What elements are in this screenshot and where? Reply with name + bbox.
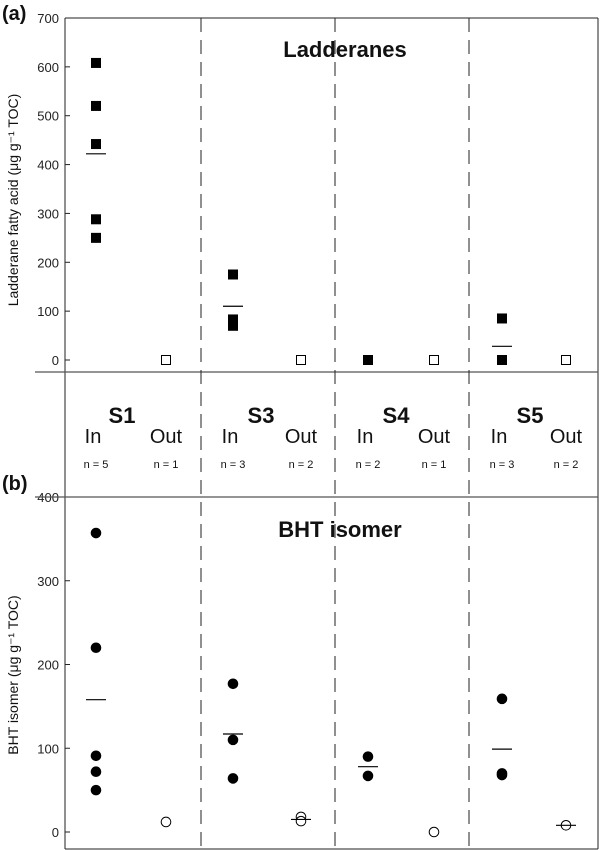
- in-label: In: [357, 426, 374, 448]
- panel-b-title: BHT isomer: [278, 517, 402, 542]
- out-label: Out: [285, 426, 318, 448]
- data-point-circle: [362, 770, 374, 782]
- y-tick-label: 200: [37, 255, 59, 270]
- y-tick-label: 100: [37, 741, 59, 756]
- data-point-square: [91, 139, 101, 150]
- data-point-square: [561, 355, 571, 365]
- data-point-square: [429, 355, 439, 365]
- site-label: S4: [383, 403, 411, 428]
- data-point-circle: [295, 815, 307, 827]
- panel-a-ladderanes: (a) Ladderanes Ladderane fatty acid (μg …: [2, 3, 571, 368]
- n-out-label: n = 1: [422, 459, 447, 471]
- data-point-circle: [90, 750, 102, 762]
- n-out-label: n = 1: [154, 459, 179, 471]
- y-tick-label: 200: [37, 658, 59, 673]
- y-tick-label: 600: [37, 60, 59, 75]
- panel-b-bht: (b) BHT isomer BHT isomer (μg g⁻¹ TOC) 0…: [2, 473, 576, 840]
- data-point-square: [228, 320, 238, 331]
- data-point-circle: [227, 734, 239, 746]
- data-point-circle: [227, 773, 239, 784]
- data-point-square: [363, 355, 373, 365]
- y-tick-label: 100: [37, 304, 59, 319]
- n-out-label: n = 2: [289, 459, 314, 471]
- figure-frame: [35, 17, 599, 850]
- panel-a-points: [86, 57, 571, 365]
- n-in-label: n = 2: [356, 459, 381, 471]
- data-point-circle: [90, 527, 102, 539]
- data-point-square: [91, 214, 101, 225]
- panel-a-title: Ladderanes: [283, 37, 407, 62]
- n-out-label: n = 2: [554, 459, 579, 471]
- in-label: In: [85, 426, 102, 448]
- panel-a-ylabel: Ladderane fatty acid (μg g⁻¹ TOC): [5, 94, 21, 307]
- data-point-circle: [90, 784, 102, 796]
- n-in-label: n = 5: [84, 459, 109, 471]
- site-labels-band: S1 In Out n = 5 n = 1 S3 In Out n = 3 n = 2 S4 In Ou…: [84, 403, 583, 471]
- n-in-label: n = 3: [490, 459, 515, 471]
- data-point-circle: [90, 642, 102, 654]
- in-label: In: [491, 426, 508, 448]
- in-label: In: [222, 426, 239, 448]
- site-label: S5: [517, 403, 544, 428]
- data-point-circle: [428, 826, 440, 838]
- out-label: Out: [550, 426, 583, 448]
- panel-b-points: [86, 527, 576, 838]
- y-tick-label: 300: [37, 206, 59, 221]
- y-tick-label: 300: [37, 574, 59, 589]
- data-point-square: [497, 355, 507, 365]
- site-label: S1: [109, 403, 136, 428]
- data-point-square: [91, 57, 101, 68]
- data-point-circle: [496, 769, 508, 781]
- data-point-circle: [362, 751, 374, 762]
- data-point-circle: [227, 678, 239, 690]
- panel-b-ylabel: BHT isomer (μg g⁻¹ TOC): [5, 595, 21, 754]
- site-label: S3: [248, 403, 275, 428]
- panel-a-label: (a): [2, 3, 26, 25]
- out-label: Out: [150, 426, 183, 448]
- y-tick-label: 400: [37, 158, 59, 173]
- data-point-circle: [496, 693, 508, 705]
- data-point-square: [161, 355, 171, 365]
- data-point-square: [91, 100, 101, 111]
- data-point-square: [91, 232, 101, 243]
- n-in-label: n = 3: [221, 459, 246, 471]
- panel-a-y-axis: 0 100 200 300 400 500 600 700: [37, 11, 70, 368]
- panel-b-label: (b): [2, 473, 28, 495]
- y-tick-label: 700: [37, 11, 59, 26]
- data-point-circle: [160, 816, 172, 828]
- y-tick-label: 500: [37, 109, 59, 124]
- data-point-circle: [90, 766, 102, 778]
- y-tick-label: 0: [52, 825, 59, 840]
- data-point-square: [497, 313, 507, 324]
- y-tick-label: 0: [52, 353, 59, 368]
- data-point-square: [296, 355, 306, 365]
- data-point-square: [228, 269, 238, 280]
- out-label: Out: [418, 426, 451, 448]
